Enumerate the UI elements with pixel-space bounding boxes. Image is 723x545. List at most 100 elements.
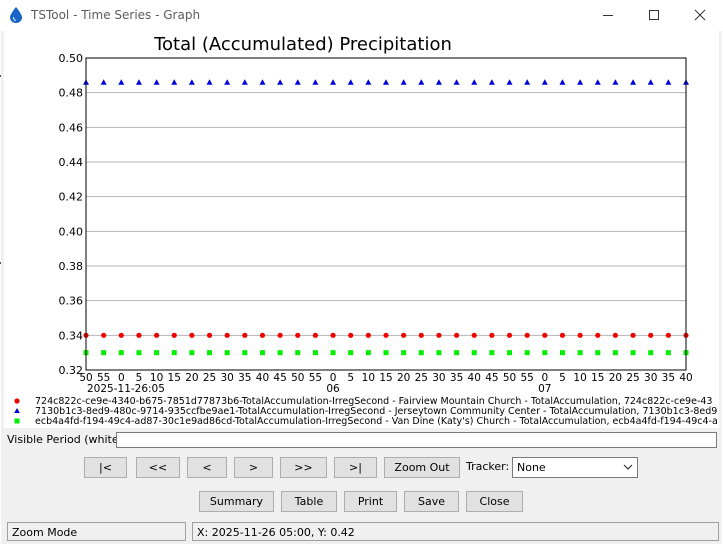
data-point-square (207, 350, 213, 356)
data-point-circle (136, 332, 142, 338)
x-tick-label: 55 (97, 372, 110, 384)
data-point-square (365, 350, 371, 356)
data-point-circle (436, 332, 442, 338)
last-page-button[interactable]: >| (334, 457, 377, 478)
zoom-out-button[interactable]: Zoom Out (384, 457, 460, 478)
data-point-circle (665, 332, 671, 338)
close-icon (694, 9, 706, 21)
graph-panel[interactable]: Total (Accumulated) Precipitation 0.50 0.… (4, 31, 719, 428)
y-tick-label: 0.40 (59, 225, 84, 238)
step-back-button[interactable]: < (187, 457, 227, 478)
x-tick-label: 40 (256, 372, 269, 384)
status-mode: Zoom Mode (7, 522, 186, 541)
data-point-square (648, 350, 654, 356)
data-point-square (171, 350, 177, 356)
data-point-circle (312, 332, 319, 338)
table-button[interactable]: Table (281, 491, 337, 512)
legend-label: ecb4a4fd-f194-49c4-ad87-30c1e9ad86cd-Tot… (35, 416, 718, 427)
data-point-circle (259, 332, 266, 338)
x-tick-label: 50 (503, 372, 516, 384)
data-point-triangle (153, 79, 160, 85)
data-point-triangle (277, 79, 284, 85)
data-point-circle (630, 332, 636, 338)
data-point-circle (471, 332, 477, 338)
tracker-select[interactable]: None (512, 457, 638, 478)
close-button[interactable]: Close (466, 491, 523, 512)
x-tick-label: 25 (415, 372, 428, 384)
legend-entry: ecb4a4fd-f194-49c4-ad87-30c1e9ad86cd-Tot… (35, 417, 718, 427)
precipitation-chart: Total (Accumulated) Precipitation 0.50 0.… (59, 34, 693, 395)
data-point-square (489, 350, 495, 356)
summary-button[interactable]: Summary (199, 491, 274, 512)
maximize-button[interactable] (631, 0, 677, 31)
data-point-square (524, 350, 530, 356)
legend-label: 724c822c-ce9e-4340-b675-7851d77873b6-Tot… (35, 396, 713, 407)
data-point-square (630, 350, 636, 356)
first-page-button[interactable]: |< (84, 457, 127, 478)
data-point-square (418, 350, 424, 356)
page-forward-button[interactable]: >> (280, 457, 327, 478)
data-point-square (454, 350, 460, 356)
data-point-triangle (577, 79, 584, 85)
print-button[interactable]: Print (344, 491, 397, 512)
close-window-button[interactable] (677, 0, 723, 31)
data-point-circle (189, 332, 195, 338)
data-point-triangle (418, 79, 425, 85)
title-bar: TSTool - Time Series - Graph (0, 0, 723, 31)
legend-marker-square (14, 418, 20, 424)
legend-entry: 724c822c-ce9e-4340-b675-7851d77873b6-Tot… (35, 397, 712, 407)
x-tick-label: 20 (185, 372, 198, 384)
data-point-square (295, 350, 301, 356)
data-point-triangle (171, 79, 178, 85)
x-tick-label: 0 (118, 372, 125, 384)
x-tick-date-label: 2025-11-26:05 (87, 383, 165, 395)
x-tick-label: 0 (541, 372, 548, 384)
data-point-square (577, 350, 583, 356)
data-point-square (242, 350, 248, 356)
chevron-down-icon (623, 464, 633, 470)
graph-window-body: Total (Accumulated) Precipitation 0.50 0.… (1, 31, 722, 544)
data-point-circle (401, 332, 407, 338)
save-button[interactable]: Save (404, 491, 459, 512)
x-tick-label: 25 (626, 372, 639, 384)
x-tick-label: 35 (238, 372, 251, 384)
data-point-triangle (594, 79, 601, 85)
minimize-icon (603, 15, 613, 16)
y-tick-label: 0.44 (59, 156, 84, 169)
x-tick-label: 15 (168, 372, 181, 384)
data-point-triangle (206, 79, 213, 85)
data-point-triangle (312, 79, 319, 85)
visible-period-bar[interactable] (116, 432, 717, 448)
data-point-circle (383, 332, 389, 338)
y-tick-label: 0.32 (59, 364, 84, 377)
page-back-button[interactable]: << (136, 457, 180, 478)
y-tick-label: 0.46 (59, 121, 84, 134)
y-tick-label: 0.48 (59, 87, 84, 100)
x-tick-label: 45 (485, 372, 498, 384)
data-point-square (383, 350, 389, 356)
data-point-square (471, 350, 477, 356)
data-point-circle (101, 332, 107, 338)
data-point-triangle (365, 79, 372, 85)
data-point-square (224, 350, 230, 356)
data-point-circle (224, 332, 230, 338)
data-point-triangle (630, 79, 637, 85)
data-point-circle (330, 332, 336, 338)
data-point-triangle (453, 79, 460, 85)
data-point-circle (242, 332, 248, 338)
data-point-square (612, 350, 618, 356)
plot-area-border (85, 57, 687, 371)
data-point-triangle (665, 79, 672, 85)
data-point-circle (489, 332, 495, 338)
minimize-button[interactable] (585, 0, 631, 31)
y-tick-label: 0.42 (59, 191, 84, 204)
data-point-square (401, 350, 407, 356)
y-tick-label: 0.36 (59, 295, 84, 308)
x-tick-label: 35 (450, 372, 463, 384)
x-tick-label: 0 (330, 372, 337, 384)
data-point-square (330, 350, 336, 356)
x-tick-label: 30 (432, 372, 445, 384)
legend-label: 7130b1c3-8ed9-480c-9714-935ccfbe9ae1-Tot… (35, 406, 718, 417)
step-forward-button[interactable]: > (234, 457, 273, 478)
data-point-circle (648, 332, 654, 338)
